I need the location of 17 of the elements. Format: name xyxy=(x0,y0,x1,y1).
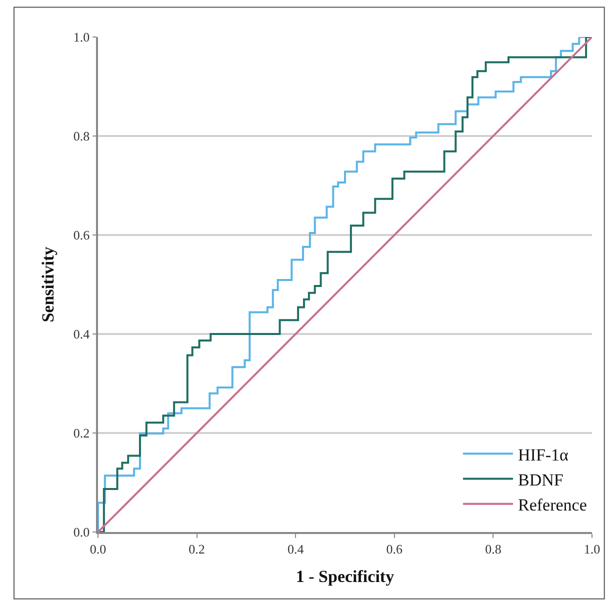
x-tick-label: 0.8 xyxy=(485,541,502,556)
y-tick-label: 0.2 xyxy=(73,426,90,441)
y-axis-title: Sensitivity xyxy=(38,246,58,322)
x-tick-label: 0.2 xyxy=(188,541,205,556)
legend-label: BDNF xyxy=(518,470,564,490)
y-tick-label: 0.6 xyxy=(73,228,90,243)
legend-label: HIF-1α xyxy=(518,445,569,464)
y-tick-label: 1.0 xyxy=(73,30,90,45)
y-tick-label: 0.4 xyxy=(73,326,90,342)
x-tick-label: 0.6 xyxy=(386,541,404,556)
y-tick-label: 0.8 xyxy=(73,128,90,144)
legend-label: Reference xyxy=(518,495,587,514)
x-tick-label: 0.0 xyxy=(90,541,106,556)
x-tick-label: 1.0 xyxy=(584,541,600,556)
x-axis-title: 1 - Specificity xyxy=(296,567,395,586)
x-tick-label: 0.4 xyxy=(287,541,304,556)
y-tick-label: 0.0 xyxy=(73,524,90,540)
